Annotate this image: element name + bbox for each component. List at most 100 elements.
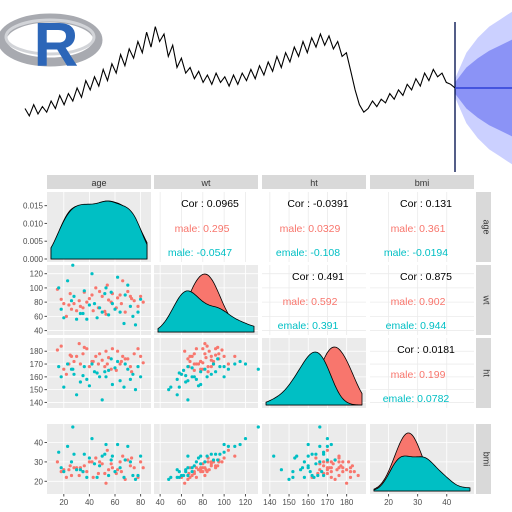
point-bmi-ht <box>318 425 322 429</box>
point-ht-age <box>72 372 76 376</box>
point-ht-wt <box>184 374 188 378</box>
point-ht-age <box>71 367 75 371</box>
panel-age-ht <box>262 192 366 262</box>
cor-female-age-wt: male: -0.0547 <box>168 247 232 259</box>
xtick-ht: 150 <box>282 498 296 507</box>
point-ht-age <box>85 377 89 381</box>
point-bmi-wt <box>209 462 213 466</box>
point-bmi-wt <box>169 475 173 479</box>
point-ht-age <box>72 359 76 364</box>
point-ht-wt <box>199 370 203 374</box>
point-wt-age <box>116 275 120 279</box>
point-ht-wt <box>190 354 194 358</box>
strip-col-label-age: age <box>91 178 106 188</box>
point-ht-wt <box>186 365 190 369</box>
point-ht-age <box>103 365 107 369</box>
point-ht-age <box>82 345 86 349</box>
ytick-age: 0.005 <box>23 237 44 246</box>
point-wt-age <box>69 307 74 311</box>
point-ht-wt <box>217 352 221 356</box>
point-ht-wt <box>196 362 201 366</box>
point-wt-age <box>141 300 145 304</box>
strip-col-label-bmi: bmi <box>415 178 430 188</box>
point-wt-age <box>90 272 94 276</box>
point-wt-age <box>100 310 104 314</box>
point-bmi-wt <box>216 458 220 462</box>
point-bmi-wt <box>199 462 203 466</box>
point-wt-age <box>118 293 122 297</box>
point-bmi-age <box>110 454 114 458</box>
point-ht-wt <box>192 375 196 379</box>
xtick-bmi: 40 <box>442 498 451 507</box>
point-ht-wt <box>222 375 226 379</box>
point-ht-age <box>77 342 81 346</box>
xtick-age: 80 <box>136 498 145 507</box>
point-bmi-age <box>119 470 123 474</box>
point-bmi-ht <box>314 462 318 466</box>
point-ht-age <box>62 367 66 371</box>
point-bmi-ht <box>337 454 341 458</box>
cor-female-wt-bmi: emale: 0.944 <box>386 320 447 332</box>
point-bmi-ht <box>322 464 326 468</box>
point-wt-age <box>126 283 130 287</box>
point-ht-wt <box>203 367 207 371</box>
point-bmi-age <box>131 473 135 478</box>
point-ht-age <box>78 380 82 384</box>
point-bmi-wt <box>199 454 203 458</box>
point-bmi-age <box>72 452 76 456</box>
point-ht-wt <box>206 370 210 374</box>
point-wt-age <box>87 297 91 301</box>
point-bmi-wt <box>196 456 201 460</box>
point-wt-age <box>85 317 89 321</box>
ytick-ht: 140 <box>30 398 44 407</box>
point-bmi-age <box>116 442 120 447</box>
point-ht-age <box>100 358 104 362</box>
point-bmi-ht <box>335 468 339 472</box>
point-ht-age <box>90 362 94 366</box>
point-ht-age <box>96 362 100 366</box>
point-bmi-ht <box>322 452 326 456</box>
point-wt-age <box>118 310 122 314</box>
point-bmi-ht <box>329 442 333 447</box>
point-bmi-age <box>82 452 86 456</box>
panel-ht-age <box>47 338 151 408</box>
point-wt-age <box>85 300 89 304</box>
point-ht-age <box>126 367 130 371</box>
point-ht-wt <box>177 385 181 389</box>
point-ht-wt <box>192 352 196 356</box>
point-bmi-ht <box>341 470 345 474</box>
point-bmi-age <box>55 460 60 464</box>
point-ht-age <box>123 362 127 366</box>
point-ht-wt <box>209 354 213 358</box>
point-ht-wt <box>207 349 211 353</box>
r-logo-letter: R <box>34 11 79 80</box>
point-bmi-age <box>141 466 145 470</box>
point-ht-age <box>90 359 94 364</box>
point-ht-wt <box>190 366 194 370</box>
point-ht-wt <box>196 384 201 388</box>
point-bmi-ht <box>291 470 295 474</box>
point-bmi-ht <box>308 470 312 474</box>
point-bmi-ht <box>333 477 337 481</box>
point-bmi-ht <box>333 458 337 462</box>
point-ht-wt <box>256 367 260 371</box>
point-bmi-age <box>64 475 68 479</box>
point-bmi-age <box>118 466 122 470</box>
point-bmi-age <box>77 473 81 478</box>
point-ht-age <box>95 371 99 375</box>
point-ht-wt <box>177 371 181 375</box>
point-ht-age <box>139 354 143 358</box>
point-bmi-wt <box>192 470 196 474</box>
r-logo: R <box>0 11 103 80</box>
point-ht-age <box>116 359 120 364</box>
point-ht-age <box>116 349 120 353</box>
ytick-ht: 170 <box>30 360 44 369</box>
cor-male-wt-ht: male: 0.592 <box>283 296 338 308</box>
point-ht-wt <box>233 354 237 358</box>
strip-col-label-ht: ht <box>310 178 318 188</box>
point-bmi-wt <box>243 437 248 441</box>
strip-col-age <box>47 175 151 189</box>
point-bmi-age <box>126 458 130 462</box>
point-ht-wt <box>218 365 222 369</box>
point-bmi-wt <box>216 464 220 468</box>
